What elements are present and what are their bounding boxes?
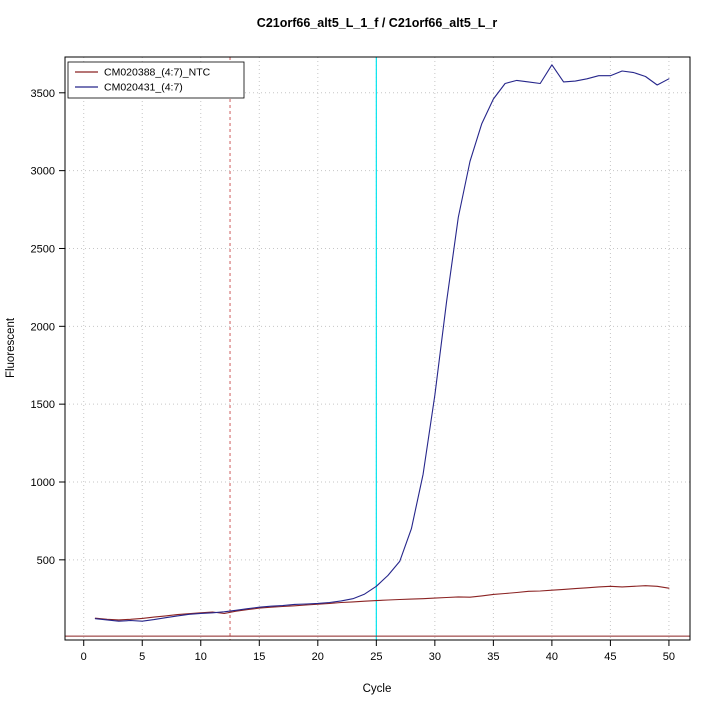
legend-box <box>67 61 245 99</box>
x-tick-label: 30 <box>429 651 441 663</box>
series-line <box>94 585 670 621</box>
gridlines <box>65 57 690 640</box>
y-axis-label: Fluorescent <box>5 317 17 378</box>
y-tick-label: 3000 <box>31 166 55 178</box>
x-tick-label: 40 <box>546 651 558 663</box>
y-tick-label: 500 <box>37 555 55 567</box>
x-tick-label: 25 <box>370 651 382 663</box>
x-tick-label: 15 <box>253 651 265 663</box>
annotation-lines <box>65 57 690 640</box>
legend-entry-label: CM020388_(4:7)_NTC <box>104 67 211 79</box>
x-tick-label: 50 <box>663 651 675 663</box>
x-tick-label: 0 <box>81 651 87 663</box>
y-tick-label: 3500 <box>31 88 55 100</box>
series-lines <box>94 64 670 622</box>
chart-title: C21orf66_alt5_L_1_f / C21orf66_alt5_L_r <box>257 16 498 30</box>
legend-entry-label: CM020431_(4:7) <box>104 82 183 94</box>
legend: CM020388_(4:7)_NTC CM020431_(4:7) <box>67 61 245 99</box>
x-tick-label: 20 <box>312 651 324 663</box>
x-tick-label: 45 <box>604 651 616 663</box>
y-tick-label: 1000 <box>31 477 55 489</box>
plot-border <box>64 56 691 641</box>
series-line <box>94 64 670 622</box>
x-tick-label: 10 <box>195 651 207 663</box>
y-tick-label: 2000 <box>31 321 55 333</box>
axes-ticks: 0 5 10 15 20 25 30 35 40 45 50 500 1000 1500 2000 2500 3… <box>31 88 676 663</box>
x-tick-label: 35 <box>487 651 499 663</box>
y-tick-label: 2500 <box>31 243 55 255</box>
x-tick-label: 5 <box>139 651 145 663</box>
y-tick-label: 1500 <box>31 399 55 411</box>
x-axis-label: Cycle <box>363 683 392 695</box>
